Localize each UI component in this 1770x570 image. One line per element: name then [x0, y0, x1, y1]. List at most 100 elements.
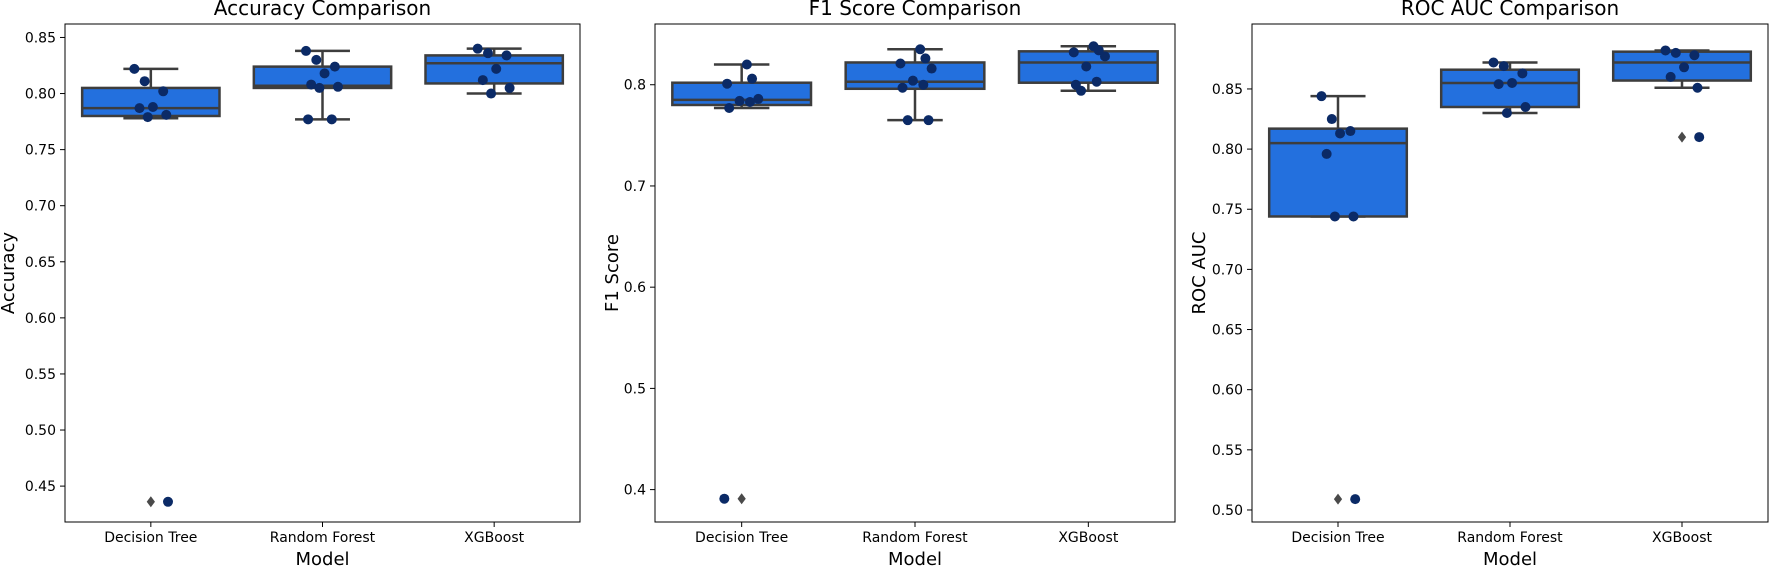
data-point [139, 76, 150, 87]
plot-frame [654, 23, 1176, 523]
y-axis-label: F1 Score [602, 234, 623, 312]
data-point [134, 103, 145, 114]
y-tick-label: 0.65 [25, 255, 56, 271]
data-point [895, 58, 906, 69]
box-1 [1267, 94, 1409, 505]
data-point [734, 95, 745, 106]
data-point [504, 82, 515, 93]
data-point [332, 81, 343, 92]
y-tick-label: 0.75 [1212, 202, 1243, 218]
data-point [319, 68, 330, 79]
y-tick-label: 0.80 [1212, 142, 1243, 158]
y-tick-label: 0.6 [624, 280, 646, 296]
data-point [1329, 211, 1340, 222]
data-point [142, 112, 153, 123]
y-tick-label: 0.45 [25, 479, 56, 495]
data-point [129, 63, 140, 74]
y-tick-label: 0.70 [25, 199, 56, 215]
data-point [897, 82, 908, 93]
y-tick-label: 0.8 [624, 78, 646, 94]
data-point [1326, 114, 1337, 125]
data-point [1081, 61, 1092, 72]
x-tick-label: Random Forest [862, 530, 968, 546]
chart-title: ROC AUC Comparison [1401, 0, 1619, 20]
data-point [1498, 61, 1509, 72]
y-axis-label: ROC AUC [1189, 231, 1210, 314]
box-1 [671, 63, 813, 505]
data-point [724, 103, 735, 114]
box-iqr [80, 86, 221, 118]
data-point [303, 114, 314, 125]
data-point [1350, 494, 1361, 505]
outlier-marker [737, 493, 746, 505]
data-point [744, 96, 755, 107]
y-tick-label: 0.55 [25, 367, 56, 383]
y-tick-label: 0.70 [1212, 262, 1243, 278]
y-tick-label: 0.80 [25, 87, 56, 103]
data-point [301, 45, 312, 56]
y-tick-label: 0.85 [1212, 82, 1243, 98]
x-tick-label: XGBoost [1652, 530, 1712, 546]
box-3 [1611, 49, 1753, 143]
data-point [1507, 77, 1518, 88]
box-2 [1439, 61, 1581, 115]
data-point [722, 78, 733, 89]
y-tick-label: 0.4 [624, 483, 646, 499]
box-1 [80, 67, 221, 508]
data-point [907, 75, 918, 86]
chart-title: F1 Score Comparison [809, 0, 1022, 20]
data-point [1670, 47, 1681, 58]
data-point [1076, 85, 1087, 96]
y-tick-label: 0.50 [25, 423, 56, 439]
data-point [1099, 51, 1110, 62]
data-point [161, 109, 172, 120]
x-tick-label: XGBoost [1058, 530, 1118, 546]
data-point [1493, 79, 1504, 90]
data-point [741, 59, 752, 70]
data-point [1335, 128, 1346, 139]
data-point [902, 115, 913, 126]
box-iqr [1611, 50, 1753, 82]
y-tick-label: 0.60 [25, 311, 56, 327]
data-point [501, 50, 512, 61]
data-point [326, 114, 337, 125]
data-point [753, 93, 764, 104]
data-point [1517, 68, 1528, 79]
data-point [1689, 50, 1700, 61]
data-point [491, 63, 502, 74]
outlier-marker [146, 496, 155, 508]
data-point [147, 102, 158, 112]
data-point [306, 79, 317, 90]
plot-frame [1251, 23, 1769, 523]
outlier-marker [1333, 493, 1343, 505]
data-point [915, 44, 926, 55]
data-point [1520, 102, 1531, 112]
data-point [719, 493, 730, 504]
data-point [1694, 132, 1705, 143]
data-point [482, 48, 493, 59]
data-point [1321, 148, 1332, 159]
data-point [477, 75, 488, 86]
y-tick-label: 0.75 [25, 143, 56, 159]
y-tick-label: 0.55 [1212, 443, 1243, 459]
data-point [1488, 57, 1499, 68]
box-iqr [1267, 127, 1409, 218]
chart-panel-3: ROC AUC Comparison 0.50 0.55 0.60 0.65 0.70 0.… [1189, 0, 1769, 570]
x-tick-label: Random Forest [1457, 530, 1563, 546]
chart-panel-2: F1 Score Comparison 0.4 0.5 0.6 0.7 0.8 Decisi… [602, 0, 1176, 570]
data-point [1345, 126, 1356, 137]
x-axis-label: Model [888, 549, 942, 570]
data-point [163, 496, 173, 507]
x-tick-label: Random Forest [270, 530, 376, 546]
data-point [486, 88, 497, 99]
box-iqr [1439, 68, 1581, 109]
x-axis-label: Model [295, 549, 349, 570]
data-point [747, 73, 758, 84]
data-point [472, 43, 483, 54]
data-point [1660, 45, 1671, 56]
data-point [1093, 45, 1104, 56]
chart-title: Accuracy Comparison [214, 0, 431, 20]
data-point [1679, 62, 1690, 73]
x-tick-label: XGBoost [464, 530, 524, 546]
